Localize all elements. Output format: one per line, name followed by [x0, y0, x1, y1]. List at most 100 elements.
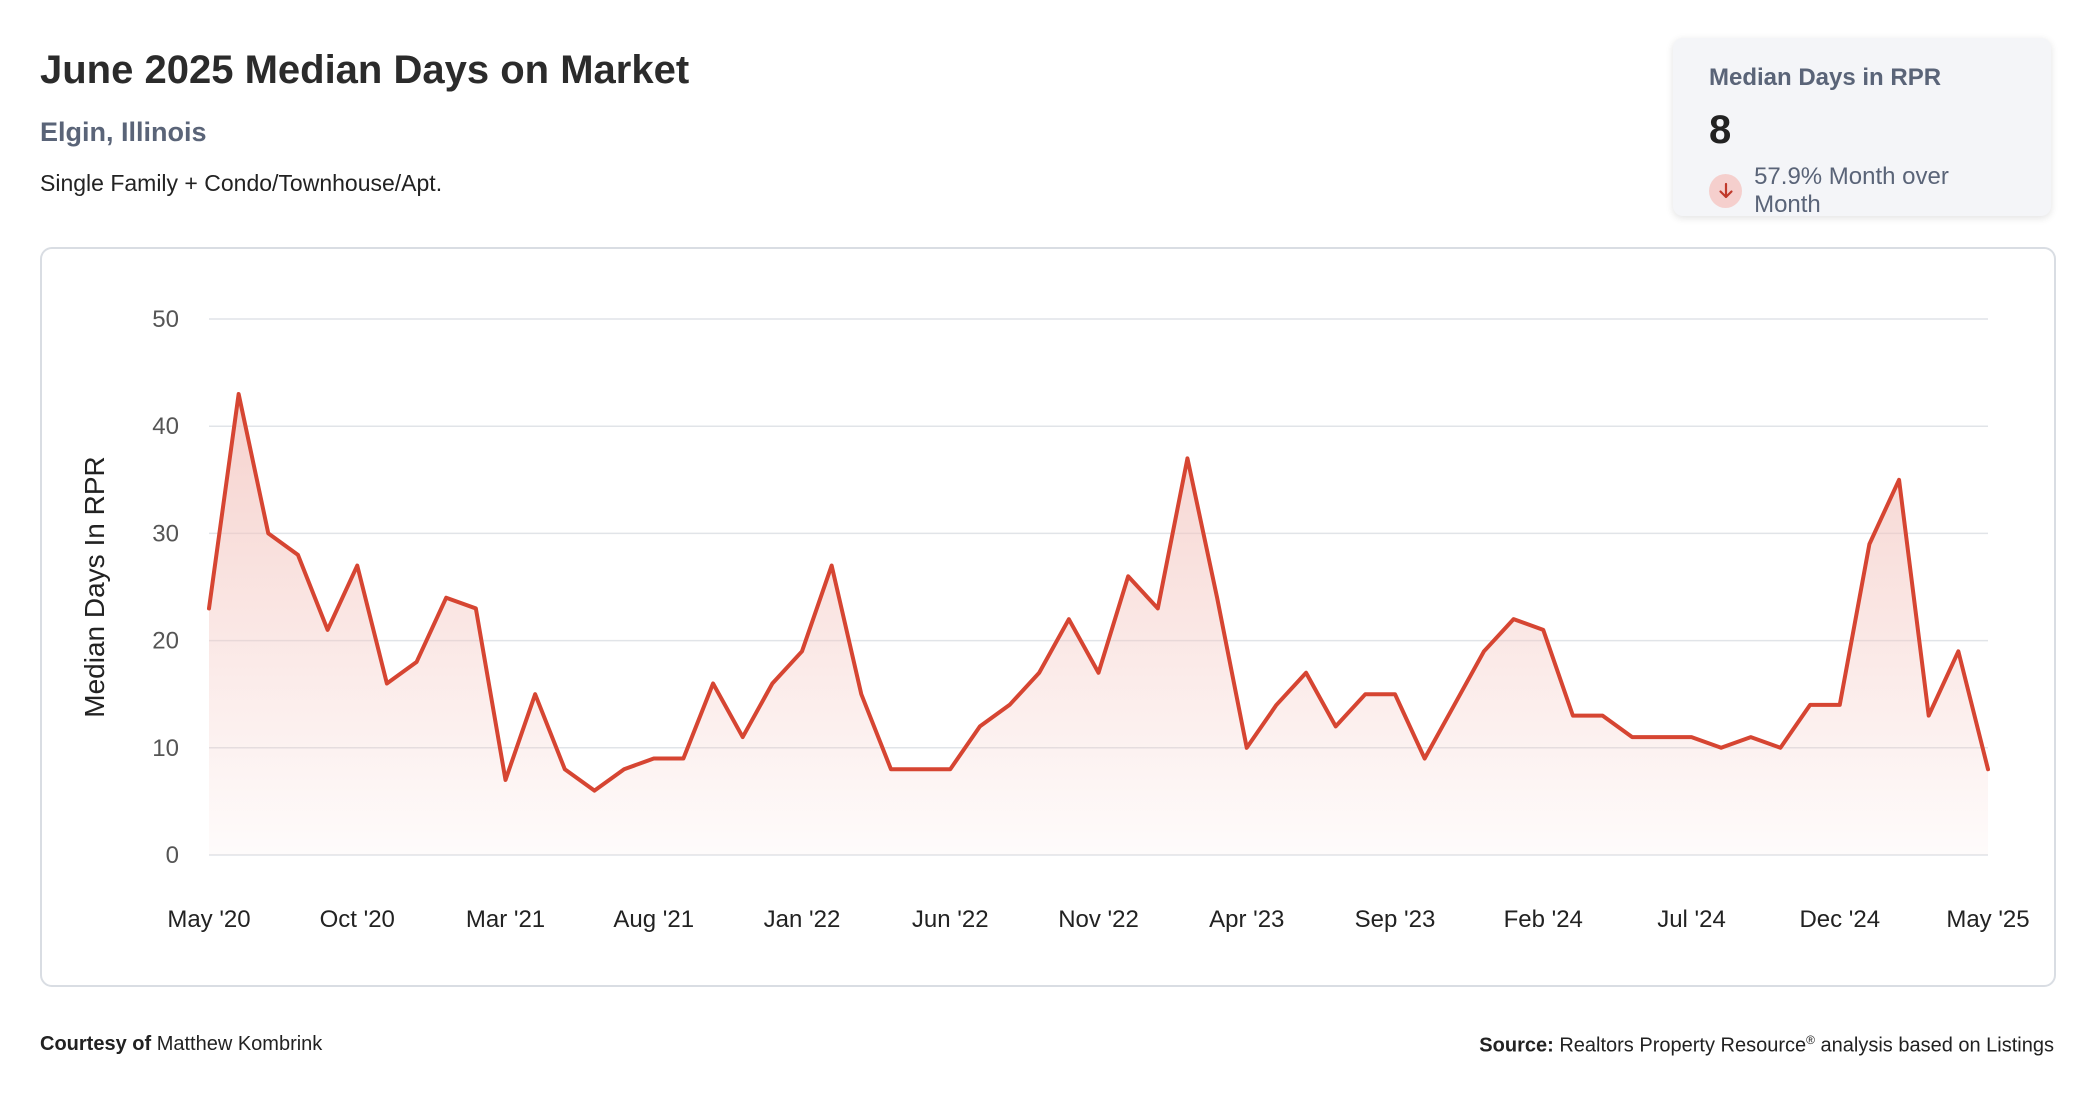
data-point — [532, 691, 538, 697]
data-point — [1066, 616, 1072, 622]
data-point — [621, 766, 627, 772]
data-point — [1896, 477, 1902, 483]
stat-card: Median Days in RPR 8 57.9% Month over Mo… — [1673, 38, 2051, 219]
x-tick-label: Jul '24 — [1657, 906, 1726, 933]
data-point — [918, 766, 924, 772]
x-tick-label: Dec '24 — [1799, 906, 1880, 933]
data-point — [1125, 573, 1131, 579]
data-point — [740, 734, 746, 740]
data-point — [1155, 605, 1161, 611]
data-point — [1689, 734, 1695, 740]
data-point — [1303, 670, 1309, 676]
data-point — [1629, 734, 1635, 740]
x-tick-label: Aug '21 — [613, 906, 694, 933]
header: June 2025 Median Days on Market Elgin, I… — [40, 48, 689, 197]
data-point — [1540, 627, 1546, 633]
data-point — [384, 680, 390, 686]
data-point — [1837, 702, 1843, 708]
data-point — [1007, 702, 1013, 708]
data-point — [325, 627, 331, 633]
x-tick-label: Mar '21 — [466, 906, 545, 933]
data-point — [1807, 702, 1813, 708]
data-point — [1570, 713, 1576, 719]
data-point — [1748, 734, 1754, 740]
x-tick-label: Oct '20 — [320, 906, 395, 933]
x-tick-label: Sep '23 — [1355, 906, 1436, 933]
data-point — [236, 391, 242, 397]
data-point — [1392, 691, 1398, 697]
data-point — [1273, 702, 1279, 708]
data-point — [354, 563, 360, 569]
series-line — [207, 392, 1990, 793]
source-label: Source: — [1479, 1034, 1554, 1057]
page-title: June 2025 Median Days on Market — [40, 48, 690, 92]
data-point — [562, 766, 568, 772]
x-tick-label: Jun '22 — [912, 906, 989, 933]
data-point — [1333, 723, 1339, 729]
data-point — [206, 605, 212, 611]
data-point — [265, 530, 271, 536]
data-point — [1511, 616, 1517, 622]
y-tick-label: 20 — [152, 628, 179, 655]
stat-change-text: 57.9% Month over Month — [1754, 163, 1949, 218]
data-point — [1777, 745, 1783, 751]
y-tick-label: 0 — [166, 842, 179, 869]
data-point — [1481, 648, 1487, 654]
y-tick-label: 50 — [152, 306, 179, 333]
source-footer: Source: Realtors Property Resource® anal… — [1479, 1033, 2054, 1058]
y-tick-label: 10 — [152, 735, 179, 762]
x-tick-label: Jan '22 — [764, 906, 841, 933]
chart-container: 0 10 20 30 40 50 May '20 Oct '20 Mar '21 Aug '21 J… — [40, 247, 2056, 987]
data-point — [977, 723, 983, 729]
y-tick-label: 40 — [152, 413, 179, 440]
data-point — [591, 788, 597, 794]
data-point — [1422, 756, 1428, 762]
data-point — [1214, 595, 1220, 601]
source-text-b: analysis based on Listings — [1820, 1034, 2054, 1057]
y-tick-label: 30 — [152, 520, 179, 547]
data-point — [1955, 648, 1961, 654]
data-point — [1184, 455, 1190, 461]
data-point — [710, 680, 716, 686]
x-tick-label: May '25 — [1946, 906, 2029, 933]
stat-value: 8 — [1709, 108, 1732, 152]
data-point — [295, 552, 301, 558]
registered-mark: ® — [1806, 1033, 1815, 1047]
data-point — [443, 595, 449, 601]
data-point — [414, 659, 420, 665]
data-point — [1926, 713, 1932, 719]
series-area — [209, 394, 1988, 855]
courtesy-footer: Courtesy of Matthew Kombrink — [40, 1033, 322, 1056]
x-tick-label: Feb '24 — [1504, 906, 1583, 933]
y-axis-label: Median Days In RPR — [79, 456, 110, 717]
data-point — [1718, 745, 1724, 751]
stat-label: Median Days in RPR — [1709, 64, 1942, 91]
location-subtitle: Elgin, Illinois — [40, 117, 207, 147]
data-point — [1600, 713, 1606, 719]
data-point — [947, 766, 953, 772]
data-point — [1036, 670, 1042, 676]
source-text-a: Realtors Property Resource — [1559, 1034, 1807, 1057]
data-point — [1096, 670, 1102, 676]
data-point — [1659, 734, 1665, 740]
data-point — [503, 777, 509, 783]
data-point — [1362, 691, 1368, 697]
courtesy-name: Matthew Kombrink — [156, 1033, 323, 1055]
arrow-down-icon — [1709, 174, 1743, 208]
data-point — [858, 691, 864, 697]
x-tick-label: Apr '23 — [1209, 906, 1284, 933]
data-point — [1451, 702, 1457, 708]
data-point — [1985, 766, 1991, 772]
data-point — [1866, 541, 1872, 547]
data-point — [1244, 745, 1250, 751]
property-type-caption: Single Family + Condo/Townhouse/Apt. — [40, 170, 443, 196]
data-point — [829, 563, 835, 569]
data-point — [680, 756, 686, 762]
data-point — [799, 648, 805, 654]
data-point — [888, 766, 894, 772]
courtesy-label: Courtesy of — [40, 1033, 152, 1055]
median-days-chart: 0 10 20 30 40 50 May '20 Oct '20 Mar '21 Aug '21 J… — [79, 306, 2030, 933]
data-point — [473, 605, 479, 611]
data-point — [769, 680, 775, 686]
stat-change-row: 57.9% Month over Month — [1709, 163, 2015, 219]
